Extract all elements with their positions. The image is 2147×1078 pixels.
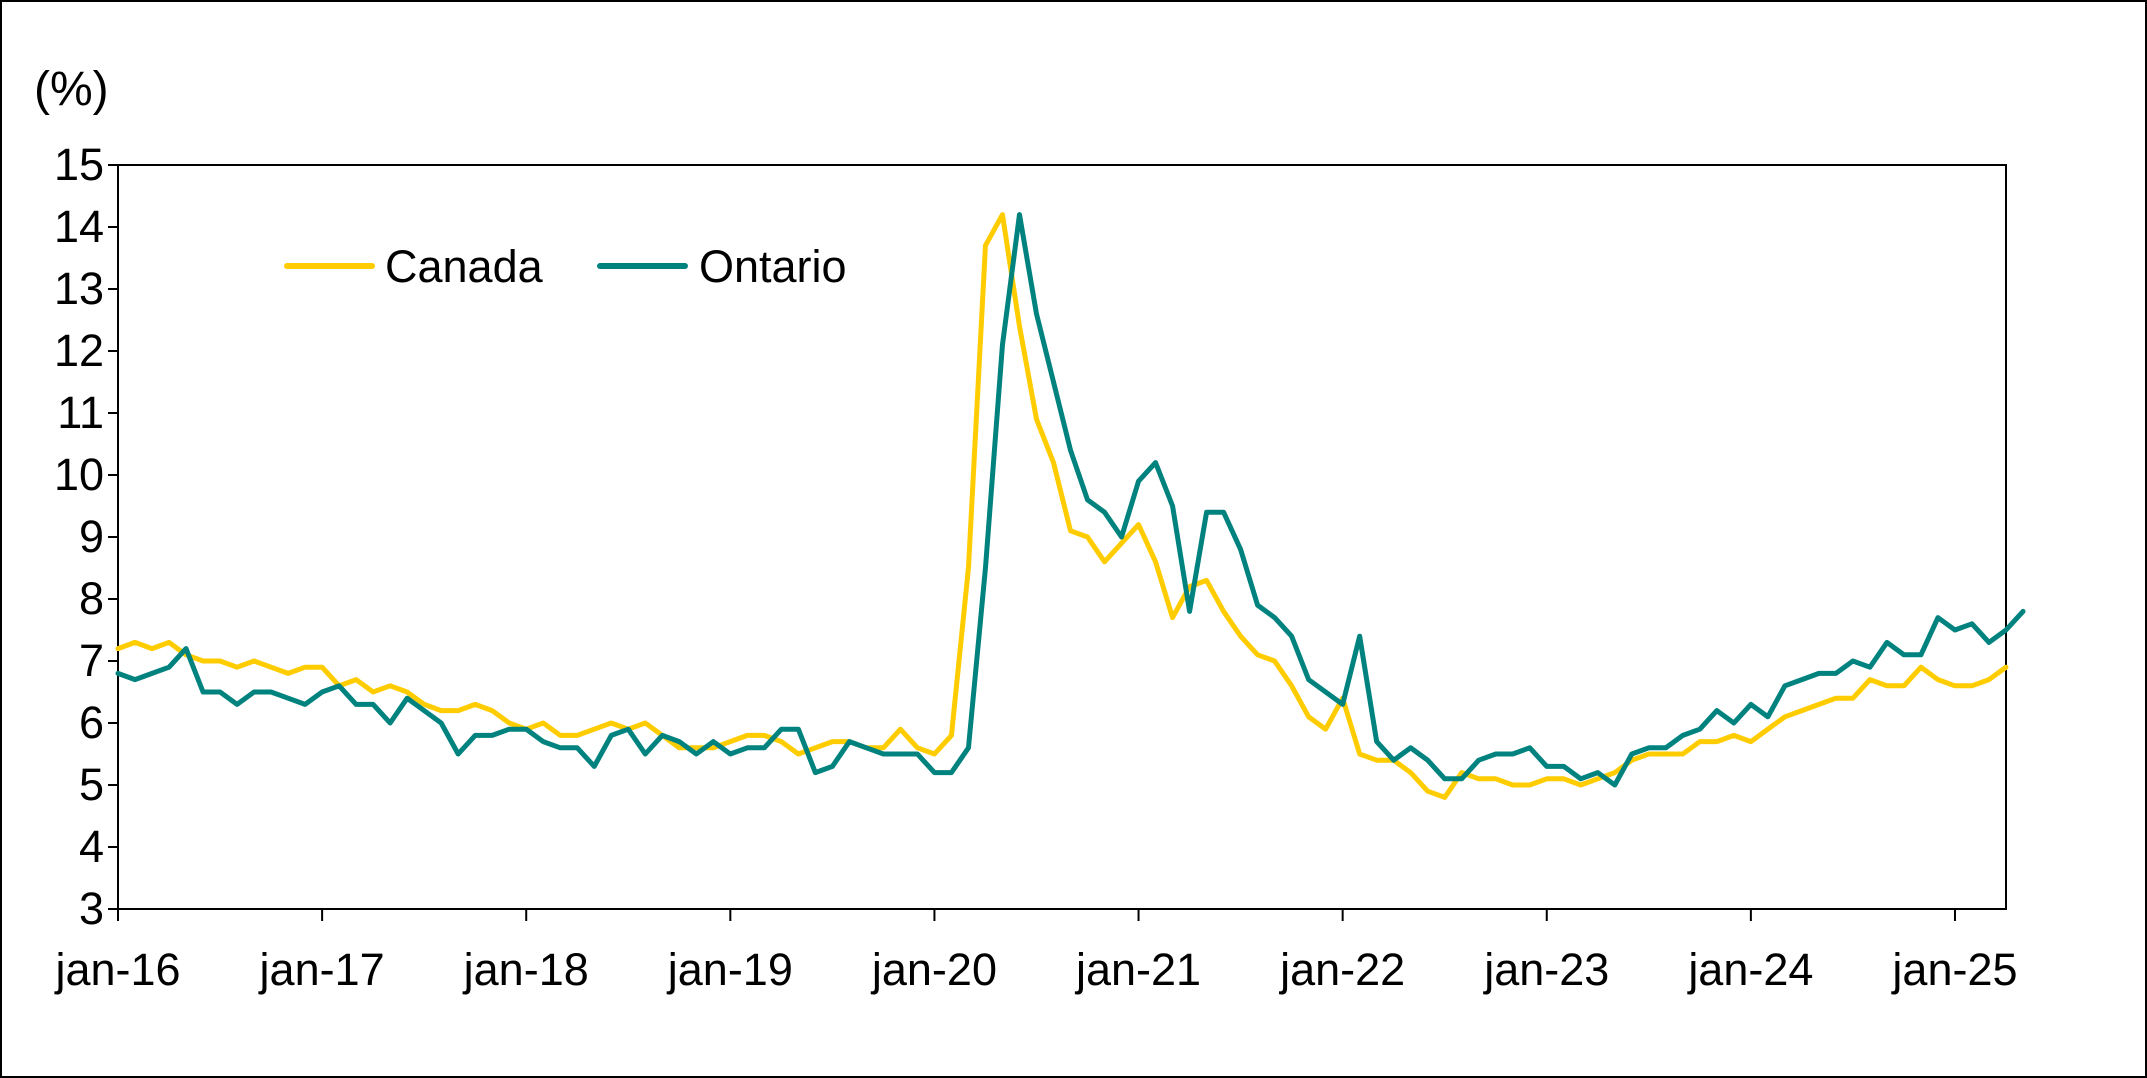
series-line-ontario xyxy=(115,212,2026,788)
series-line-canada xyxy=(115,212,2009,800)
y-tick-label: 8 xyxy=(79,573,104,624)
y-tick-label: 4 xyxy=(79,821,104,872)
x-tick-label: jan-23 xyxy=(1482,944,1609,995)
legend-label: Ontario xyxy=(699,241,847,292)
x-tick-label: jan-22 xyxy=(1278,944,1405,995)
x-axis: jan-16 jan-17 jan-18 jan-19 jan-20 jan-21 jan-… xyxy=(53,909,2018,995)
y-tick-label: 10 xyxy=(54,449,104,500)
y-axis: 3 4 5 6 7 8 9 10 11 12 13 14 15 xyxy=(54,139,118,934)
y-tick-label: 11 xyxy=(57,387,104,438)
y-tick-label: 13 xyxy=(54,263,104,314)
y-tick-label: 12 xyxy=(54,325,104,376)
x-tick-label: jan-20 xyxy=(870,944,997,995)
x-tick-label: jan-24 xyxy=(1686,944,1813,995)
y-tick-label: 3 xyxy=(79,883,104,934)
y-tick-label: 5 xyxy=(79,759,104,810)
y-tick-label: 7 xyxy=(79,635,104,686)
x-tick-label: jan-25 xyxy=(1890,944,2017,995)
legend-item-canada: Canada xyxy=(284,241,544,292)
x-tick-label: jan-17 xyxy=(258,944,385,995)
y-tick-label: 15 xyxy=(54,139,104,190)
x-tick-label: jan-21 xyxy=(1074,944,1201,995)
y-tick-label: 6 xyxy=(79,697,104,748)
legend-item-ontario: Ontario xyxy=(597,241,847,292)
series-layer xyxy=(115,212,2026,800)
y-tick-label: 9 xyxy=(79,511,104,562)
x-tick-label: jan-16 xyxy=(53,944,180,995)
x-tick-label: jan-19 xyxy=(666,944,793,995)
y-axis-unit-label: (%) xyxy=(34,63,109,116)
legend-label: Canada xyxy=(385,241,544,292)
y-tick-label: 14 xyxy=(54,201,104,252)
x-tick-label: jan-18 xyxy=(462,944,589,995)
legend: Canada Ontario xyxy=(284,241,847,292)
